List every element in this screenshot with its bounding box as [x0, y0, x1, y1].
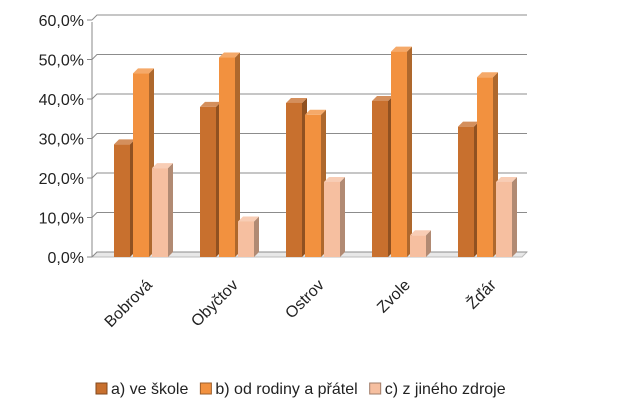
bar [219, 52, 240, 258]
bar-front [477, 77, 493, 258]
bar-front [114, 144, 130, 257]
bar-front [391, 51, 407, 257]
bar [114, 139, 135, 257]
legend-label: a) ve škole [111, 381, 188, 398]
bar-front [219, 57, 235, 258]
bar [372, 95, 393, 257]
legend: a) ve škole b) od rodiny a přátel c) z jin… [95, 381, 506, 398]
bar-front [372, 100, 388, 257]
bar-front [324, 181, 340, 257]
bar-front [305, 114, 321, 257]
x-tick-label: Bobrová [102, 277, 156, 331]
y-tick-label: 20,0% [39, 171, 84, 188]
bar-top [286, 97, 307, 103]
bar-top [200, 101, 221, 107]
bar [324, 176, 345, 257]
y-tick-label: 50,0% [39, 53, 84, 70]
bar-top [219, 52, 240, 58]
bar [200, 101, 221, 258]
gridline [91, 54, 527, 60]
bar-side [407, 46, 412, 257]
bar-front [133, 73, 149, 257]
bar-side [254, 216, 259, 257]
y-tick-label: 60,0% [39, 13, 84, 30]
y-axis-ticks: 0,0% 10,0% 20,0% 30,0% 40,0% 50,0% 60,0% [39, 13, 84, 267]
y-tick-label: 10,0% [39, 211, 84, 228]
bar-front [458, 126, 474, 258]
legend-swatch [95, 382, 108, 395]
bar-side [340, 176, 345, 257]
bar [458, 121, 479, 258]
bar [286, 97, 307, 257]
legend-label: c) z jiného zdroje [385, 381, 506, 398]
legend-item: c) z jiného zdroje [369, 381, 506, 398]
x-tick-label: Zvole [374, 277, 414, 317]
bars [114, 46, 517, 258]
bar-top [324, 176, 345, 182]
bar [133, 68, 154, 257]
bar-front [238, 221, 254, 257]
bar-front [152, 168, 168, 257]
bar-top [496, 176, 517, 182]
bar-top [305, 109, 326, 115]
legend-swatch [199, 382, 212, 395]
legend-label: b) od rodiny a přátel [215, 381, 357, 398]
bar-top [458, 121, 479, 127]
bar [238, 216, 259, 257]
x-tick-label: Ostrov [282, 277, 327, 322]
y-tick-label: 30,0% [39, 132, 84, 149]
gridline [91, 93, 527, 100]
legend-item: a) ve škole [95, 381, 188, 398]
y-tick-label: 40,0% [39, 92, 84, 109]
bar-front [496, 181, 512, 257]
bar [152, 163, 173, 257]
x-tick-label: Obyčtov [188, 277, 242, 331]
y-tick-label: 0,0% [48, 250, 84, 267]
bar [391, 46, 412, 257]
bar-front [286, 102, 302, 257]
bar [410, 230, 431, 257]
bar-side [168, 163, 173, 257]
x-tick-label: Žďár [462, 275, 500, 313]
bar-top [391, 46, 412, 52]
bar-top [372, 95, 393, 101]
bar-top [114, 139, 135, 145]
gridline [91, 14, 527, 21]
bar [305, 109, 326, 257]
bar-side [512, 176, 517, 257]
bar [477, 72, 498, 258]
bar-side [426, 230, 431, 257]
bar-front [410, 235, 426, 257]
bar-top [477, 72, 498, 78]
bar-top [152, 163, 173, 169]
bar [496, 176, 517, 257]
legend-swatch [369, 382, 382, 395]
x-axis-ticks: Bobrová Obyčtov Ostrov Zvole Žďár [102, 275, 501, 331]
bar-front [200, 106, 216, 258]
bar-top [133, 68, 154, 74]
bar-side [235, 52, 240, 258]
bar-top [410, 230, 431, 236]
legend-item: b) od rodiny a přátel [199, 381, 358, 398]
bar-top [238, 216, 259, 222]
